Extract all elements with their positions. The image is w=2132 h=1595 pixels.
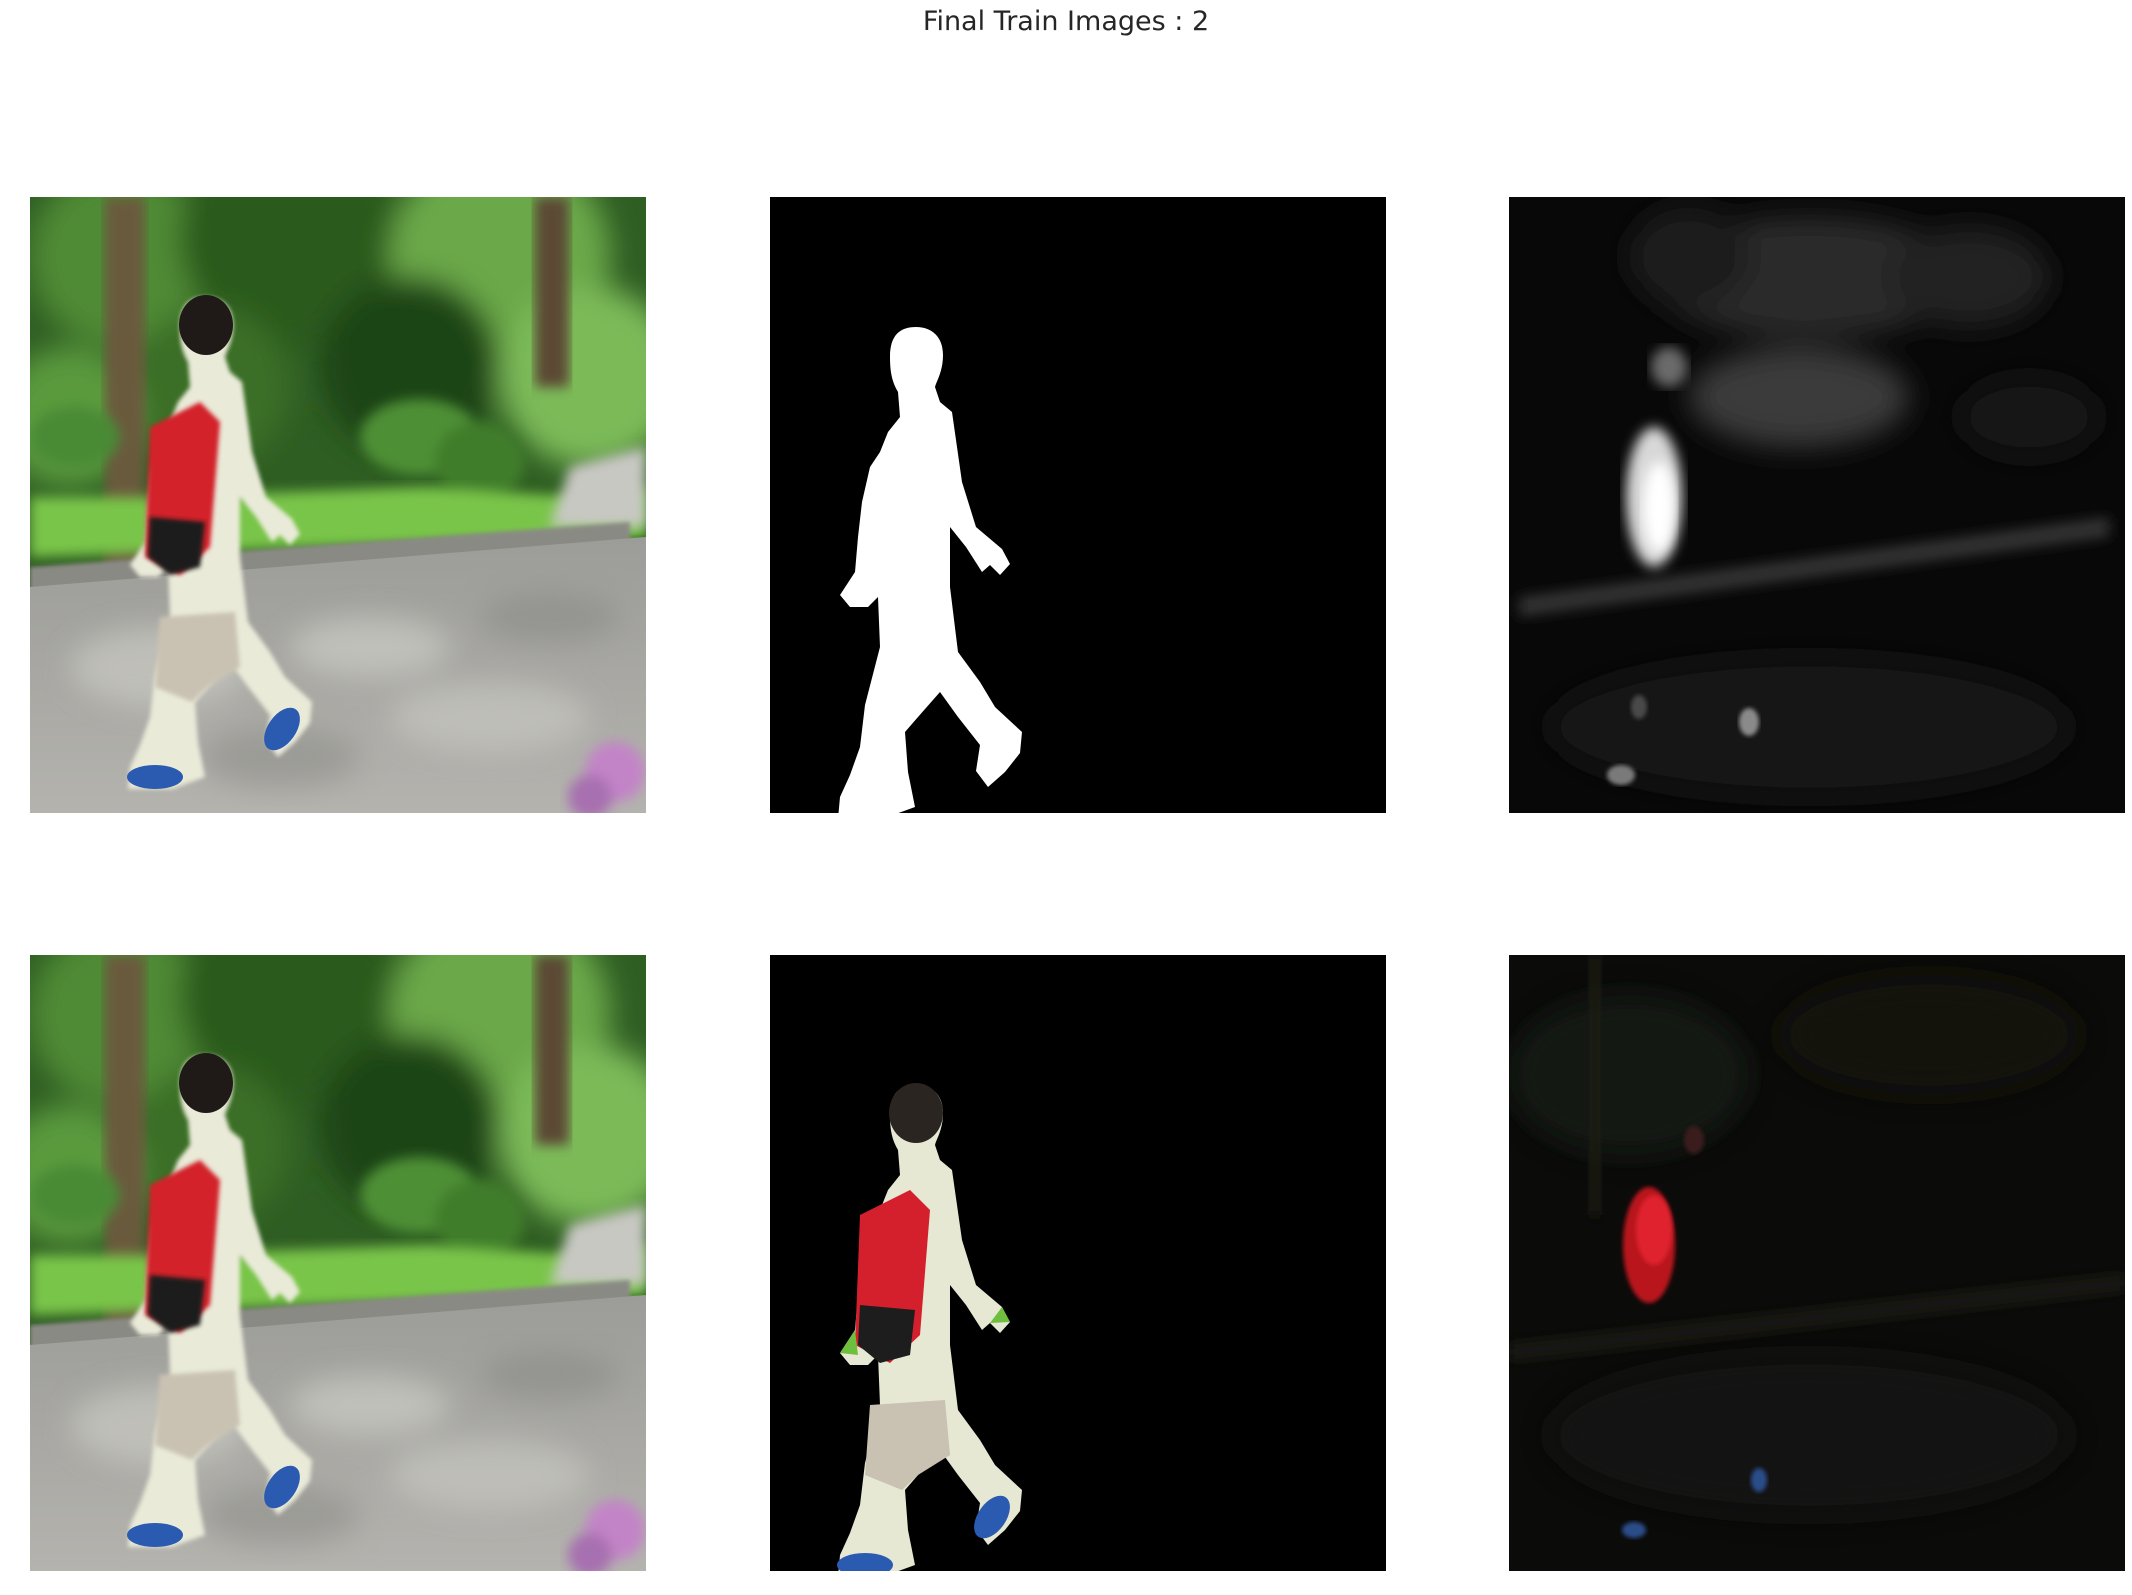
image-original <box>30 197 646 813</box>
image-predicted-mask <box>1509 197 2125 813</box>
image-masked-person <box>770 955 1386 1571</box>
image-original-2 <box>30 955 646 1571</box>
figure-title: Final Train Images : 2 <box>922 6 1210 37</box>
image-predicted-masked <box>1509 955 2125 1571</box>
image-ground-truth-mask <box>770 197 1386 813</box>
